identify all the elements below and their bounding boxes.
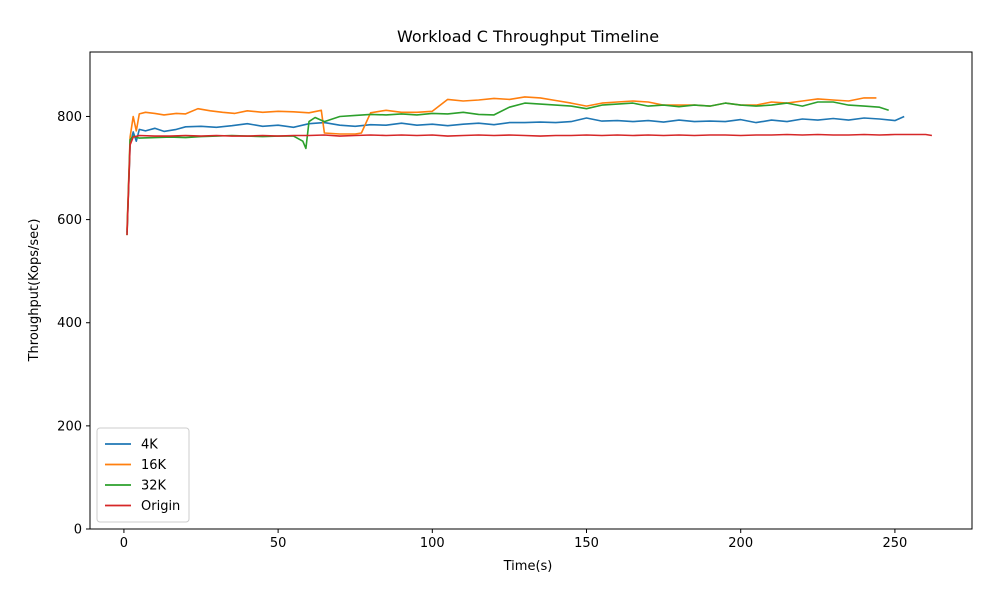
x-tick-label: 250 xyxy=(882,536,907,551)
y-tick-label: 600 xyxy=(57,213,82,228)
legend-label-4k: 4K xyxy=(141,438,158,453)
x-axis-ticks: 0 50 100 150 200 250 xyxy=(120,529,907,551)
plot-frame xyxy=(89,51,973,530)
y-axis-ticks: 0 200 400 600 800 xyxy=(57,110,90,538)
chart-title: Workload C Throughput Timeline xyxy=(397,27,659,46)
y-axis-label: Throughput(Kops/sec) xyxy=(27,219,42,363)
x-tick-label: 50 xyxy=(270,536,287,551)
x-tick-label: 0 xyxy=(120,536,128,551)
y-tick-label: 0 xyxy=(74,523,82,538)
series-line-4k xyxy=(126,115,905,233)
y-tick-label: 200 xyxy=(57,419,82,434)
legend-label-32k: 32K xyxy=(141,479,167,494)
x-tick-label: 200 xyxy=(728,536,753,551)
plot-area xyxy=(126,96,933,236)
y-tick-label: 400 xyxy=(57,316,82,331)
x-tick-label: 150 xyxy=(574,536,599,551)
y-tick-label: 800 xyxy=(57,110,82,125)
legend-label-origin: Origin xyxy=(141,499,180,514)
legend-box xyxy=(96,427,190,523)
x-tick-label: 100 xyxy=(420,536,445,551)
x-axis-label: Time(s) xyxy=(503,559,553,574)
chart-legend: 4K 16K 32K Origin xyxy=(96,427,190,523)
legend-label-16k: 16K xyxy=(141,458,167,473)
series-lines xyxy=(126,96,933,236)
series-line-origin xyxy=(126,133,933,236)
